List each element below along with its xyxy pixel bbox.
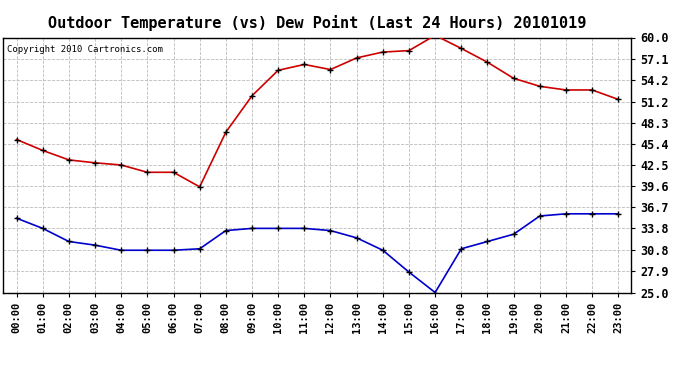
Text: Copyright 2010 Cartronics.com: Copyright 2010 Cartronics.com (7, 45, 162, 54)
Text: Outdoor Temperature (vs) Dew Point (Last 24 Hours) 20101019: Outdoor Temperature (vs) Dew Point (Last… (48, 15, 586, 31)
